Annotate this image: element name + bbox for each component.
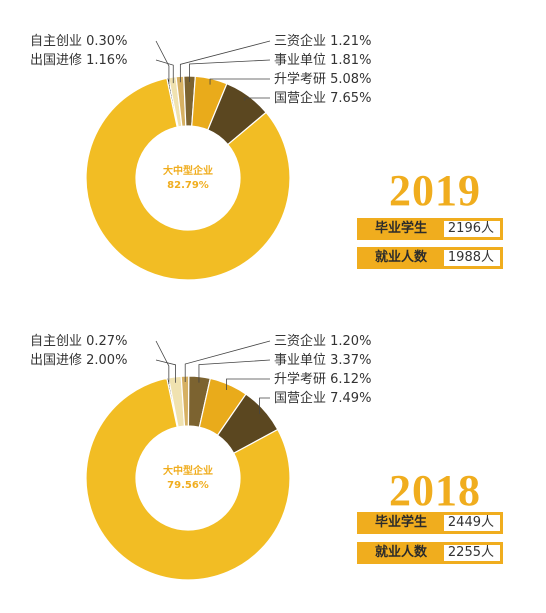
leader-line [189, 59, 271, 83]
slice-label: 国营企业 7.49% [274, 390, 371, 406]
year-title-2019: 2019 [389, 166, 481, 215]
leader-line [155, 359, 176, 383]
stat-label: 毕业学生 [374, 221, 427, 236]
center-label-value: 82.79% [167, 180, 209, 191]
leader-line [226, 378, 270, 391]
slice-label: 升学考研 6.12% [274, 371, 371, 387]
slice-label: 升学考研 5.08% [274, 71, 371, 87]
donut-chart-2018: 自主创业 0.27% 出国进修 2.00% 三资企业 1.20% 事业单位 3.37%… [30, 333, 371, 581]
donut-slice [85, 77, 291, 281]
donut-chart-2019: 自主创业 0.30% 出国进修 1.16% 三资企业 1.21% 事业单位 1.81%… [30, 33, 371, 281]
leader-line [155, 40, 170, 84]
leader-line [155, 340, 170, 384]
slice-label: 三资企业 1.21% [274, 33, 371, 49]
leader-line [155, 59, 174, 84]
leader-line [184, 340, 271, 383]
stat-label: 毕业学生 [374, 515, 427, 530]
stat-employed-2019: 就业人数 1988人 [357, 247, 503, 269]
stat-employed-2018: 就业人数 2255人 [357, 542, 503, 564]
leader-line [179, 40, 271, 83]
donut-slice [85, 377, 291, 581]
slice-label: 国营企业 7.65% [274, 90, 371, 106]
stat-label: 就业人数 [374, 250, 427, 265]
stat-value: 2449人 [444, 515, 500, 531]
center-label-name: 大中型企业 [163, 464, 213, 477]
stat-graduates-2019: 毕业学生 2196人 [357, 218, 503, 240]
slice-label: 事业单位 3.37% [274, 353, 371, 368]
slice-label: 自主创业 0.30% [30, 34, 127, 49]
slice-label: 事业单位 1.81% [274, 53, 371, 68]
leader-line [244, 97, 270, 101]
stat-value: 2196人 [444, 221, 500, 237]
center-label-value: 79.56% [167, 480, 209, 491]
year-title-2018: 2018 [389, 466, 481, 515]
stat-graduates-2018: 毕业学生 2449人 [357, 512, 503, 534]
stat-label: 就业人数 [374, 545, 427, 560]
slice-label: 三资企业 1.20% [274, 333, 371, 349]
chart-2018: 自主创业 0.27% 出国进修 2.00% 三资企业 1.20% 事业单位 3.37%… [0, 300, 546, 600]
leader-line [209, 78, 270, 85]
chart-2019: 自主创业 0.30% 出国进修 1.16% 三资企业 1.21% 事业单位 1.81%… [0, 0, 546, 300]
center-label-name: 大中型企业 [163, 164, 213, 177]
stat-value: 1988人 [444, 250, 500, 266]
leader-line [259, 397, 270, 414]
slice-label: 自主创业 0.27% [30, 334, 127, 349]
stat-value: 2255人 [444, 545, 500, 561]
slice-label: 出国进修 2.00% [30, 353, 127, 368]
slice-label: 出国进修 1.16% [30, 53, 127, 68]
leader-line [198, 359, 271, 383]
